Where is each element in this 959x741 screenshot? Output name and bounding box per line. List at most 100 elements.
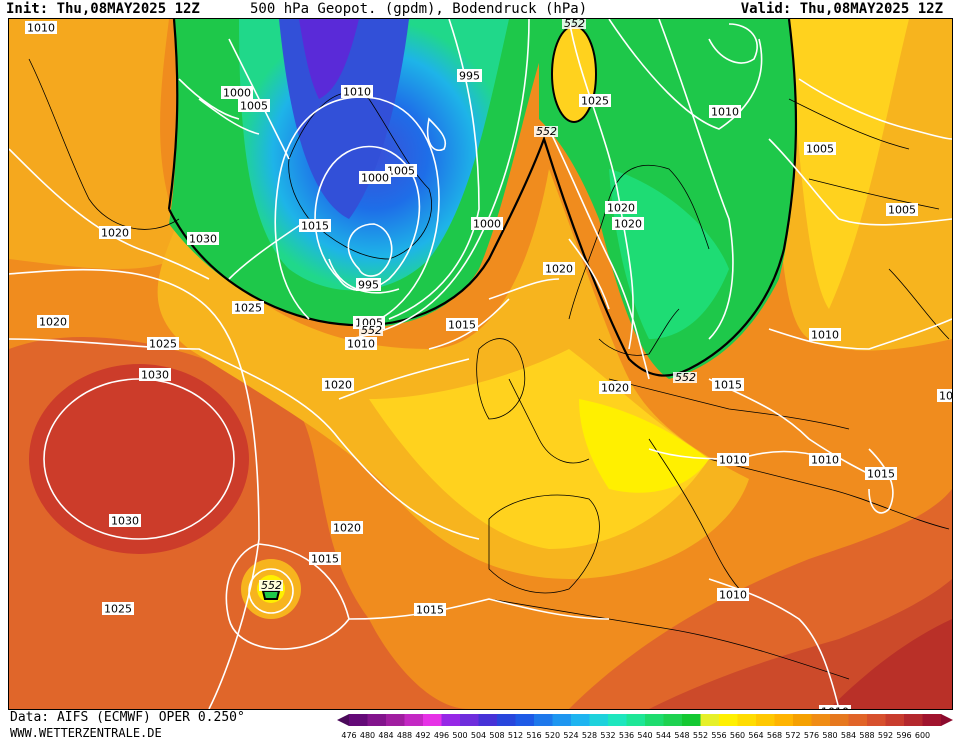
isobar-label: 1020 — [322, 378, 354, 392]
isobar-label: 1015 — [446, 318, 478, 332]
colorbar-tick-label: 576 — [804, 731, 819, 740]
height-label: 552 — [534, 125, 558, 138]
colorbar-tick-label: 480 — [360, 731, 375, 740]
height-labels: 552 552 552 552 552 — [259, 19, 697, 592]
colorbar-tick-label: 528 — [582, 731, 597, 740]
colorbar-tick-label: 600 — [915, 731, 930, 740]
colorbar-swatch — [349, 714, 368, 726]
isobar-label-text: 1005 — [240, 100, 268, 113]
height-label-text: 552 — [564, 19, 585, 30]
isobar-label: 1020 — [37, 315, 69, 329]
isobar-label-text: 1030 — [189, 233, 217, 246]
isobar-label-text: 995 — [358, 279, 379, 292]
isobar-label-text: 1010 — [27, 22, 55, 35]
isobar-label-text: 1010 — [711, 106, 739, 119]
colorbar-swatch — [867, 714, 886, 726]
isobar-label-text: 1005 — [387, 165, 415, 178]
isobar-label-text: 1010 — [719, 454, 747, 467]
isobar-label-text: 1030 — [141, 369, 169, 382]
colorbar-tick-label: 564 — [748, 731, 763, 740]
colorbar-swatch — [774, 714, 794, 726]
colorbar-swatch — [830, 714, 849, 726]
field-high-core — [29, 364, 249, 554]
isobar-label-text: 1000 — [223, 87, 251, 100]
colorbar-tick-label: 568 — [767, 731, 782, 740]
colorbar-tick-label: 588 — [859, 731, 874, 740]
isobar-label: 1030 — [187, 232, 219, 246]
isobar-label: 1025 — [232, 301, 264, 315]
isobar-label: 1010 — [709, 105, 741, 119]
colorbar-tick-label: 548 — [674, 731, 689, 740]
map-header: Init: Thu,08MAY2025 12Z 500 hPa Geopot. … — [0, 0, 959, 18]
website-link[interactable]: WWW.WETTERZENTRALE.DE — [10, 726, 162, 740]
isobar-label: 1005 — [804, 142, 836, 156]
isobar-label: 1030 — [109, 514, 141, 528]
coastlines — [28, 58, 950, 680]
height-label-text: 552 — [361, 324, 382, 337]
height-label-text: 552 — [675, 371, 696, 384]
colorbar-swatch — [922, 714, 942, 726]
map-title: 500 hPa Geopot. (gpdm), Bodendruck (hPa) — [250, 1, 588, 17]
isobar-label: 995 — [356, 278, 381, 292]
colorbar-swatch — [645, 714, 664, 726]
colorbar-swatch — [441, 714, 461, 726]
isobar-label: 1020 — [543, 262, 575, 276]
isobar-label: 1025 — [147, 337, 179, 351]
colorbar-swatch — [756, 714, 775, 726]
isobar-label-text: 1015 — [416, 604, 444, 617]
isobar-label-text: 1015 — [301, 220, 329, 233]
isobar-label-text: 1020 — [39, 316, 67, 329]
isobar-label-text: 1010 — [343, 86, 371, 99]
isobar-label: 1020 — [599, 381, 631, 395]
colorbar-tick-label: 580 — [822, 731, 837, 740]
isobar-label: 1015 — [299, 219, 331, 233]
height-label-text: 552 — [536, 125, 557, 138]
field-yellow-ridge — [369, 349, 709, 549]
colorbar-tick-label: 484 — [378, 731, 393, 740]
isobar-label-text: 1015 — [867, 468, 895, 481]
height-label: 552 — [562, 19, 586, 30]
contour-552 — [167, 19, 798, 377]
colorbar-swatch — [811, 714, 831, 726]
data-source: Data: AIFS (ECMWF) OPER 0.250° — [10, 710, 245, 725]
colorbar-swatch — [793, 714, 812, 726]
isobar-label-text: 1015 — [448, 319, 476, 332]
colorbar-swatch — [904, 714, 923, 726]
isobar-label-text: 1005 — [888, 204, 916, 217]
valid-time: Valid: Thu,08MAY2025 12Z — [740, 1, 943, 17]
colorbar-swatch — [848, 714, 868, 726]
isobar-label: 1020 — [605, 201, 637, 215]
colorbar-tick-label: 544 — [656, 731, 671, 740]
colorbar-swatch — [700, 714, 720, 726]
init-time: Init: Thu,08MAY2025 12Z — [6, 1, 200, 17]
isobar-label: 1025 — [102, 602, 134, 616]
colorbar-tick-label: 536 — [619, 731, 634, 740]
colorbar-tick-label: 488 — [397, 731, 412, 740]
isobar-label: 1010 — [717, 453, 749, 467]
colorbar-swatch — [552, 714, 572, 726]
isobar-label: 1010 — [341, 85, 373, 99]
colorbar-swatch — [589, 714, 609, 726]
isobar-label-text: 1010 — [939, 390, 952, 403]
colorbar-tick-label: 584 — [841, 731, 856, 740]
isobar-label-text: 1020 — [324, 379, 352, 392]
colorbar-swatch — [571, 714, 590, 726]
colorbar-tick-label: 560 — [730, 731, 745, 740]
colorbar-tick-label: 532 — [600, 731, 615, 740]
height-label: 552 — [673, 371, 697, 384]
colorbar-swatch — [663, 714, 683, 726]
isobar-label-text: 1020 — [333, 522, 361, 535]
isobar-label-text: 1010 — [811, 454, 839, 467]
colorbar-tick-label: 572 — [785, 731, 800, 740]
colorbar-tick-label: 492 — [415, 731, 430, 740]
isobar-label: 1020 — [99, 226, 131, 240]
isobar-label: 1005 — [385, 164, 417, 178]
colorbar-swatch — [608, 714, 627, 726]
isobar-label: 1010 — [809, 328, 841, 342]
height-label: 552 — [259, 579, 283, 592]
colorbar-arrow-right — [941, 714, 953, 726]
isobar-label: 1010 — [937, 389, 952, 403]
isobar-label: 995 — [457, 69, 482, 83]
isobar-label: 1015 — [712, 378, 744, 392]
isobar-label: 1000 — [359, 171, 391, 185]
